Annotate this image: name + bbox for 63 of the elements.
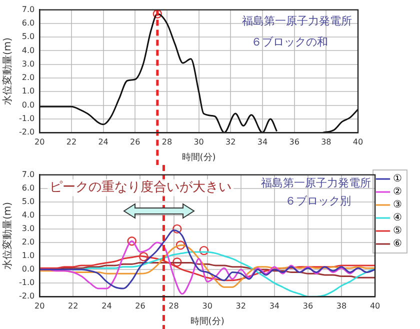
x-tick-label: 26	[135, 301, 146, 310]
x-tick-label: 22	[66, 137, 77, 146]
point	[138, 252, 148, 262]
legend-label: ⑥	[393, 238, 402, 250]
x-tick-label: 36	[289, 137, 300, 146]
x-tick-label: 38	[321, 137, 332, 146]
x-axis-title: 時間(分)	[182, 152, 216, 163]
legend-label: ③	[393, 200, 402, 211]
x-tick-label: 40	[352, 137, 364, 146]
y-axis-title: 水位変動量(m)	[2, 37, 14, 105]
y-tick-label: 7.0	[22, 170, 35, 179]
legend-label: ①	[393, 174, 402, 185]
annotation: ６ブロックの和	[251, 36, 328, 49]
y-tick-label: 3.0	[22, 224, 35, 234]
x-tick-label: 24	[98, 137, 108, 146]
y-tick-label: -1.0	[19, 114, 35, 124]
y-tick-label: -1.0	[19, 278, 35, 288]
x-axis-title: 時間(分)	[190, 316, 224, 327]
point	[172, 224, 182, 234]
x-tick-label: 30	[202, 301, 212, 310]
annotation: ６ブロック別	[285, 194, 352, 208]
y-tick-label: -2.0	[19, 128, 35, 137]
x-tick-label: 32	[226, 137, 236, 146]
y-tick-label: 4.0	[22, 46, 35, 55]
y-tick-label: 3.0	[22, 59, 35, 68]
annotation: 福島第一原子力発電所	[242, 14, 352, 28]
y-tick-label: -2.0	[19, 292, 35, 301]
legend-label: ②	[393, 186, 402, 198]
x-tick-label: 26	[130, 137, 140, 146]
annotation: 福島第一原子力発電所	[261, 176, 372, 190]
x-tick-label: 34	[257, 137, 268, 146]
y-tick-label: 6.0	[22, 18, 35, 28]
y-tick-label: 5.0	[22, 32, 35, 42]
x-tick-label: 24	[102, 301, 112, 310]
x-tick-label: 28	[168, 301, 179, 310]
point	[127, 236, 136, 246]
legend-label: ④	[393, 212, 402, 224]
y-tick-label: 0.0	[22, 100, 35, 110]
point	[176, 240, 186, 250]
y-tick-label: 1.0	[22, 251, 35, 260]
y-tick-label: 1.0	[22, 86, 35, 96]
x-tick-label: 36	[302, 301, 314, 310]
y-tick-label: 5.0	[22, 196, 35, 206]
x-tick-label: 32	[236, 301, 246, 310]
x-tick-label: 34	[269, 301, 280, 310]
point	[172, 257, 182, 267]
annotation: ピークの重なり度合いが大きい	[50, 179, 232, 196]
x-tick-label: 30	[194, 137, 204, 146]
point	[199, 246, 209, 256]
y-tick-label: 2.0	[22, 73, 35, 82]
x-tick-label: 40	[370, 301, 380, 310]
y-tick-label: 6.0	[22, 183, 35, 192]
y-tick-label: 7.0	[22, 4, 35, 14]
y-tick-label: 4.0	[22, 210, 35, 220]
x-tick-label: 20	[34, 301, 45, 310]
y-axis-title: 水位変動量(m)	[2, 202, 14, 270]
x-tick-label: 38	[336, 301, 347, 310]
x-tick-label: 28	[162, 137, 172, 146]
x-tick-label: 22	[68, 301, 78, 310]
legend-label: ⑤	[393, 226, 402, 237]
x-tick-label: 20	[34, 137, 45, 146]
y-tick-label: 0.0	[22, 264, 35, 274]
y-tick-label: 2.0	[22, 238, 35, 247]
